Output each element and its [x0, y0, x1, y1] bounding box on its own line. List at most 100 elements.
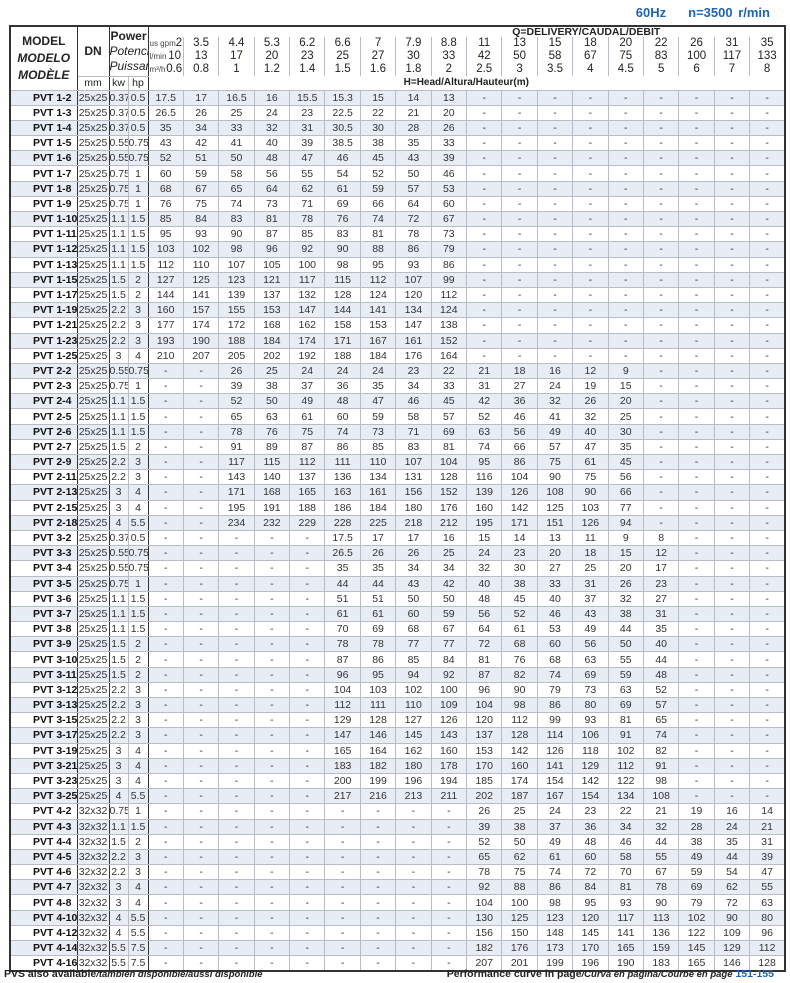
model-cell: PVT 3-9	[9, 636, 78, 653]
head-value-cell: 87	[466, 666, 503, 683]
head-value-cell: 86	[430, 256, 468, 273]
head-value-cell: 69	[324, 195, 361, 213]
head-value-cell: -	[289, 894, 326, 911]
flow-value: 22	[654, 37, 668, 49]
table-row: PVT 1-13 25x25 1.1 1.5 112 110 107 105 100 98 95 93…	[9, 256, 786, 273]
flow-value: 3.5	[546, 63, 563, 75]
head-value-cell: -	[607, 347, 644, 364]
head-value-cell: 78	[324, 636, 361, 653]
head-value-cell: -	[678, 529, 715, 547]
flow-header-gpm: 31	[713, 37, 751, 50]
head-value-cell: -	[253, 560, 291, 577]
head-value-cell: -	[749, 560, 786, 577]
head-value-cell: -	[642, 362, 680, 380]
head-value-cell: -	[147, 833, 184, 850]
hp-cell: 7.5	[127, 939, 149, 957]
head-value-cell: -	[289, 545, 326, 562]
table-row: PVT 3-21 25x25 3 4- - - - -183 182 180 178 170 160 14…	[9, 757, 786, 774]
head-value-cell: -	[359, 894, 397, 911]
flow-header-lmin: 58	[536, 50, 574, 63]
head-value-cell: 33	[218, 119, 255, 137]
head-value-cell: -	[182, 362, 220, 380]
flow-header-gpm: 7.9	[395, 37, 432, 50]
head-value-cell: -	[713, 423, 751, 440]
head-value-cell: 80	[572, 696, 609, 714]
head-value-cell: -	[324, 924, 361, 942]
head-value-cell: -	[466, 165, 503, 182]
head-value-cell: -	[749, 772, 786, 790]
kw-cell: 1.5	[108, 666, 129, 683]
kw-cell: 0.55	[108, 150, 129, 167]
head-value-cell: -	[218, 788, 255, 805]
head-value-cell: 61	[572, 453, 609, 471]
table-row: PVT 2-4 25x25 1.1 1.5- -52 50 49 48 47 46 45 42 36 32…	[9, 393, 786, 410]
head-value-cell: -	[430, 833, 468, 850]
head-value-cell: -	[147, 848, 184, 866]
head-value-cell: 23	[289, 104, 326, 121]
model-cell: PVT 1-12	[9, 241, 78, 258]
head-value-cell: -	[182, 788, 220, 805]
head-value-cell: -	[253, 909, 291, 926]
head-value-cell: 216	[359, 788, 397, 805]
head-value-cell: 176	[501, 939, 538, 957]
hp-cell: 4	[127, 757, 149, 774]
hp-cell: 0.5	[127, 89, 149, 106]
head-value-cell: 51	[182, 150, 220, 167]
head-value-cell: 118	[572, 742, 609, 759]
flow-header-m3h: 1.5	[324, 63, 361, 76]
head-value-cell: 66	[359, 195, 397, 213]
head-value-cell: -	[289, 818, 326, 835]
kw-cell: 2.2	[108, 864, 129, 881]
model-cell: PVT 2-11	[9, 469, 78, 486]
head-value-cell: 108	[642, 788, 680, 805]
head-value-cell: -	[430, 864, 468, 881]
head-value-cell: 150	[501, 924, 538, 942]
head-value-cell: 26	[218, 362, 255, 380]
head-value-cell: -	[572, 89, 609, 106]
head-value-cell: 52	[466, 408, 503, 425]
head-value-cell: -	[289, 757, 326, 774]
hp-cell: 2	[127, 271, 149, 288]
head-value-cell: 79	[536, 681, 574, 699]
head-value-cell: -	[749, 757, 786, 774]
head-value-cell: 142	[572, 772, 609, 790]
head-value-cell: -	[289, 636, 326, 653]
head-value-cell: -	[678, 590, 715, 607]
flow-header-gpm: 20	[607, 37, 644, 50]
head-value-cell: 91	[218, 438, 255, 456]
head-value-cell: -	[182, 666, 220, 683]
head-value-cell: 196	[395, 772, 432, 790]
dn-cell: 25x25	[76, 696, 110, 714]
flow-value: 7.9	[405, 37, 422, 49]
head-value-cell: -	[466, 89, 503, 106]
head-value-cell: -	[713, 772, 751, 790]
head-value-cell: 182	[359, 757, 397, 774]
hp-cell: 5.5	[127, 909, 149, 926]
flow-header-m3h: 4	[572, 63, 609, 76]
head-value-cell: -	[713, 545, 751, 562]
head-value-cell: 188	[218, 332, 255, 349]
head-value-cell: 106	[572, 727, 609, 744]
head-value-cell: 70	[324, 621, 361, 638]
head-value-cell: -	[466, 241, 503, 258]
head-value-cell: -	[324, 818, 361, 835]
head-value-cell: 167	[536, 788, 574, 805]
flow-header-lmin: 13	[182, 50, 220, 63]
head-value-cell: 25	[253, 362, 291, 380]
head-value-cell: -	[182, 894, 220, 911]
model-cell: PVT 2-15	[9, 499, 78, 516]
hp-cell: 1	[127, 165, 149, 182]
head-value-cell: -	[572, 347, 609, 364]
flow-header-m3h: 2.5	[466, 63, 503, 76]
head-value-cell: 21	[395, 104, 432, 121]
head-value-cell: 61	[359, 605, 397, 623]
hp-cell: 4	[127, 484, 149, 501]
head-value-cell: -	[253, 833, 291, 850]
head-value-cell: -	[218, 833, 255, 850]
page-reference-link[interactable]: 151-155	[735, 968, 774, 980]
head-value-cell: -	[289, 621, 326, 638]
flow-value: 15	[548, 37, 562, 49]
head-value-cell: -	[642, 210, 680, 228]
head-value-cell: 58	[218, 165, 255, 182]
model-cell: PVT 2-13	[9, 484, 78, 501]
